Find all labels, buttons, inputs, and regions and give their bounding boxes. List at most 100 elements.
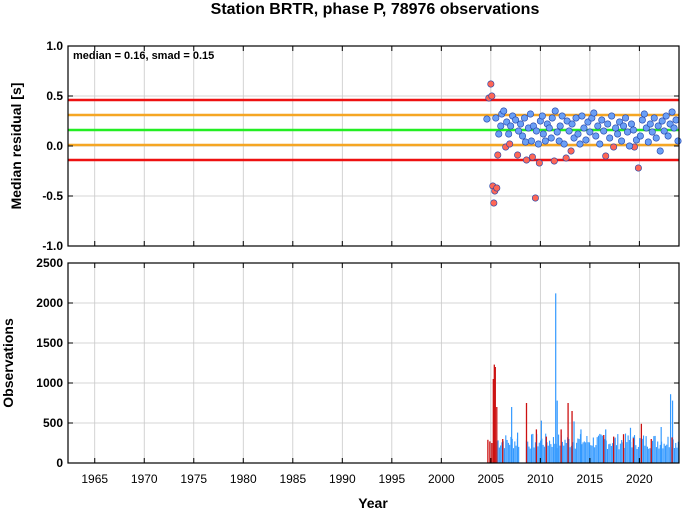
x-tick-label: 2010 <box>527 472 554 486</box>
x-tick-label: 1990 <box>329 472 356 486</box>
residual-point <box>656 147 664 155</box>
residual-point <box>654 122 662 130</box>
residual-point <box>608 112 616 120</box>
residual-point <box>646 120 654 128</box>
y-tick-label: -1.0 <box>42 239 63 253</box>
residual-point <box>495 130 503 138</box>
residual-point <box>644 138 652 146</box>
x-tick-label: 1980 <box>230 472 257 486</box>
residual-point <box>556 122 564 130</box>
residual-point <box>497 122 505 130</box>
residual-point <box>560 140 568 148</box>
residual-point <box>490 199 498 207</box>
residual-point <box>634 164 642 172</box>
y-tick-label: 0 <box>56 456 63 470</box>
residual-point <box>487 80 495 88</box>
residual-point <box>629 126 637 134</box>
residual-point <box>519 132 527 140</box>
residual-point <box>500 107 508 115</box>
residual-point <box>526 110 534 118</box>
residual-point <box>532 127 540 135</box>
x-axis-label: Year <box>358 495 388 511</box>
residual-point <box>553 128 561 136</box>
x-tick-label: 1995 <box>378 472 405 486</box>
residual-point <box>548 114 556 122</box>
residual-point <box>514 151 522 159</box>
residual-point <box>551 107 559 115</box>
x-tick-label: 2020 <box>626 472 653 486</box>
residual-point <box>515 127 523 135</box>
x-tick-label: 2000 <box>428 472 455 486</box>
residual-point <box>600 127 608 135</box>
residual-y-ticks: -1.0 -0.5 0.0 0.5 1.0 <box>42 39 679 253</box>
residual-point <box>580 124 588 132</box>
residual-point <box>492 114 500 122</box>
x-ticks: 1965 1970 1975 1980 1985 1990 1995 2000 2005 2010… <box>81 46 653 486</box>
residual-point <box>521 114 529 122</box>
residual-point <box>572 114 580 122</box>
residual-point <box>512 116 520 124</box>
x-tick-label: 1985 <box>279 472 306 486</box>
residual-point <box>618 137 626 145</box>
residual-point <box>602 152 610 160</box>
residual-point <box>568 120 576 128</box>
residual-point <box>483 115 491 123</box>
residual-panel: -1.0 -0.5 0.0 0.5 1.0 median = 0.16, smad = … <box>8 39 682 253</box>
residual-y-axis-label: Median residual [s] <box>8 83 24 210</box>
residual-point <box>522 156 530 164</box>
residual-point <box>606 134 614 142</box>
observations-plot-frame <box>67 262 680 464</box>
residual-point <box>576 140 584 148</box>
residual-point <box>636 132 644 140</box>
residual-point <box>660 127 668 135</box>
residual-point <box>624 128 632 136</box>
residual-point <box>674 137 682 145</box>
residual-point <box>505 130 513 138</box>
y-tick-label: -0.5 <box>42 189 63 203</box>
residual-point <box>668 108 676 116</box>
residual-point <box>672 116 680 124</box>
residual-point <box>488 92 496 100</box>
residual-point <box>558 112 566 120</box>
residual-point <box>539 130 547 138</box>
residual-point <box>578 112 586 120</box>
residual-point <box>625 142 633 150</box>
residual-point <box>545 124 553 132</box>
residual-point <box>596 140 604 148</box>
y-tick-label: 1000 <box>36 376 63 390</box>
residual-point <box>612 124 620 132</box>
observations-y-axis-label: Observations <box>0 318 16 408</box>
residual-point <box>527 137 535 145</box>
residual-point <box>662 112 670 120</box>
residual-point <box>565 127 573 135</box>
residual-point <box>594 122 602 130</box>
residual-point <box>582 136 590 144</box>
residual-point <box>658 117 666 125</box>
residual-point <box>670 124 678 132</box>
residual-point <box>638 116 646 124</box>
y-tick-label: 0.0 <box>46 139 63 153</box>
x-tick-label: 2005 <box>477 472 504 486</box>
residual-point <box>506 140 514 148</box>
residual-point <box>528 153 536 161</box>
x-tick-label: 1965 <box>81 472 108 486</box>
observations-grid <box>68 262 679 464</box>
residual-point <box>614 130 622 138</box>
residual-point <box>534 140 542 148</box>
residual-point <box>640 110 648 118</box>
y-tick-label: 1500 <box>36 336 63 350</box>
residual-point <box>494 151 502 159</box>
residual-point <box>574 130 582 138</box>
residual-point <box>522 138 530 146</box>
residual-point <box>531 194 539 202</box>
residual-point <box>493 184 501 192</box>
y-tick-label: 2000 <box>36 296 63 310</box>
residual-point <box>590 109 598 117</box>
residual-point <box>550 157 558 165</box>
residual-point <box>650 114 658 122</box>
residual-point <box>610 143 618 151</box>
observation-bars <box>487 293 679 463</box>
x-tick-label: 2015 <box>577 472 604 486</box>
residual-point <box>620 122 628 130</box>
